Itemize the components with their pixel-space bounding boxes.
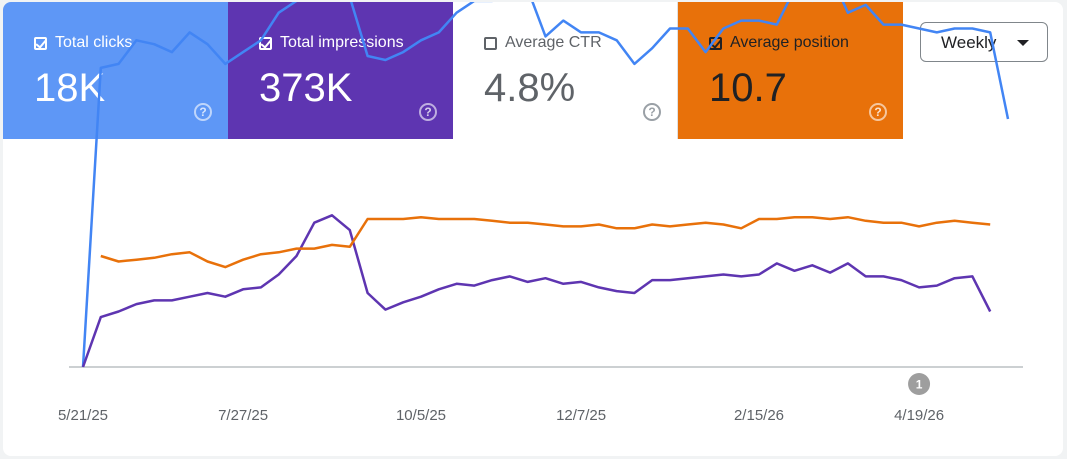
help-icon[interactable]: ?: [419, 103, 437, 121]
metric-value: 4.8%: [484, 66, 576, 110]
annotation-label: 1: [916, 378, 923, 392]
checkbox-unchecked-icon[interactable]: [484, 36, 497, 50]
checkbox-checked-icon[interactable]: [259, 36, 272, 50]
metric-card-average-position[interactable]: Average position 10.7 ?: [678, 2, 903, 139]
metric-header: Total impressions: [259, 34, 404, 52]
series-line-0: [81, 2, 1010, 368]
metric-value: 18K: [34, 66, 106, 110]
help-icon[interactable]: ?: [194, 103, 212, 121]
annotation-circle[interactable]: [908, 373, 931, 395]
metric-label: Total impressions: [280, 34, 404, 51]
series-layer: [81, 2, 1010, 368]
x-tick-label: 12/7/25: [556, 407, 606, 424]
metric-header: Average CTR: [484, 34, 602, 52]
metric-card-total-impressions[interactable]: Total impressions 373K ?: [228, 2, 453, 139]
metric-label: Average CTR: [505, 34, 602, 51]
x-tick-label: 4/19/26: [894, 407, 944, 424]
x-tick-layer: 5/21/25 7/27/25 10/5/25 12/7/25 2/15/26 4/19/…: [58, 407, 944, 424]
checkbox-checked-icon[interactable]: [34, 36, 47, 50]
chevron-down-icon: [1017, 40, 1029, 46]
annotation-marker[interactable]: 1: [908, 373, 931, 395]
series-line-2: [100, 215, 991, 269]
performance-chart: 5/21/25 7/27/25 10/5/25 12/7/25 2/15/26 4/19/…: [58, 2, 1023, 424]
metric-card-total-clicks[interactable]: Total clicks 18K ?: [3, 2, 228, 139]
help-icon[interactable]: ?: [869, 103, 887, 121]
metric-card-average-ctr[interactable]: Average CTR 4.8% ?: [453, 2, 678, 139]
period-dropdown[interactable]: Weekly: [920, 22, 1048, 62]
help-icon[interactable]: ?: [643, 103, 661, 121]
series-line-1: [81, 214, 992, 368]
period-dropdown-label: Weekly: [941, 33, 997, 52]
performance-panel: Total clicks 18K ? Total impressions 373…: [3, 2, 1063, 456]
metric-label: Average position: [730, 34, 849, 51]
x-tick-label: 10/5/25: [396, 407, 446, 424]
metric-value: 373K: [259, 66, 353, 110]
metric-label: Total clicks: [55, 34, 133, 51]
x-tick-label: 7/27/25: [218, 407, 268, 424]
x-tick-label: 2/15/26: [734, 407, 784, 424]
metric-value: 10.7: [709, 66, 787, 110]
metric-header: Total clicks: [34, 34, 132, 52]
x-tick-label: 5/21/25: [58, 407, 108, 424]
